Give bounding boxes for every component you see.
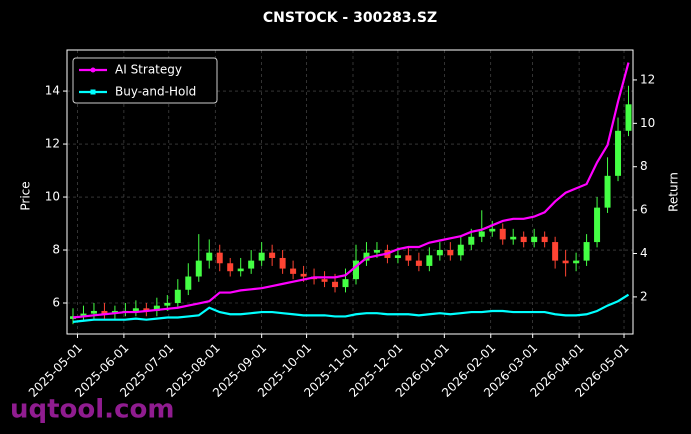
- candle-body: [615, 130, 622, 176]
- legend-box: [72, 57, 218, 104]
- candle-body: [436, 250, 443, 256]
- candle-body: [258, 252, 265, 261]
- candle-body: [237, 268, 244, 272]
- candle-body: [153, 305, 160, 311]
- candle-body: [562, 260, 569, 264]
- candle-body: [594, 207, 601, 243]
- candle-body: [583, 242, 590, 261]
- candle-body: [625, 104, 632, 131]
- candle-body: [164, 303, 171, 306]
- legend-label: Buy-and-Hold: [115, 85, 196, 99]
- y2-tick-label: 4: [640, 246, 648, 260]
- candle-body: [248, 260, 255, 269]
- candle-body: [300, 273, 307, 277]
- candle-body: [426, 255, 433, 266]
- candle-body: [279, 257, 286, 269]
- candle-body: [447, 250, 454, 256]
- candle-body: [573, 260, 580, 264]
- y-tick-label: 10: [45, 190, 60, 204]
- y2-tick-label: 10: [640, 116, 655, 130]
- candle-body: [499, 228, 506, 240]
- y-tick-label: 14: [45, 84, 60, 98]
- legend-label: AI Strategy: [115, 63, 182, 77]
- candle-body: [489, 228, 496, 232]
- candle-body: [373, 250, 380, 253]
- candle-body: [216, 252, 223, 264]
- candle-body: [604, 175, 611, 208]
- y-tick-label: 12: [45, 137, 60, 151]
- candle-body: [468, 236, 475, 245]
- candle-body: [101, 310, 108, 314]
- candle-body: [185, 276, 192, 290]
- candle-body: [457, 244, 464, 256]
- candle-body: [332, 281, 339, 288]
- candle-body: [342, 279, 349, 288]
- candle-body: [143, 308, 150, 311]
- candle-body: [290, 268, 297, 274]
- series-line: [72, 293, 630, 323]
- y-tick-label: 6: [52, 296, 60, 310]
- candle-body: [321, 279, 328, 282]
- candle-body: [206, 252, 213, 261]
- candle-body: [132, 308, 139, 311]
- chart-title: CNSTOCK - 300283.SZ: [263, 10, 437, 26]
- candle-body: [69, 316, 76, 319]
- candle-body: [80, 313, 87, 317]
- candle-body: [195, 260, 202, 277]
- candle-body: [520, 236, 527, 243]
- y2-tick-label: 6: [640, 203, 648, 217]
- watermark: uqtool.com: [10, 395, 174, 425]
- candle-body: [531, 236, 538, 243]
- legend-marker: [90, 89, 96, 95]
- candle-body: [510, 236, 517, 240]
- candle-body: [415, 260, 422, 266]
- series-line: [72, 62, 630, 319]
- legend: AI Strategy Buy-and-Hold: [72, 57, 218, 104]
- legend-marker: [90, 67, 96, 73]
- y-axis-label: Price: [19, 181, 33, 210]
- y-tick-label: 8: [52, 243, 60, 257]
- candle-body: [363, 252, 370, 261]
- candle-body: [394, 255, 401, 258]
- candle-body: [541, 236, 548, 243]
- y2-axis-label: Return: [667, 172, 681, 212]
- candle-body: [405, 255, 412, 261]
- candle-body: [269, 252, 276, 258]
- plot-frame: [66, 49, 634, 335]
- y2-tick-label: 8: [640, 159, 648, 173]
- candle-body: [227, 263, 234, 272]
- candle-body: [478, 231, 485, 237]
- y2-tick-label: 2: [640, 289, 648, 303]
- candle-body: [174, 289, 181, 304]
- candle-body: [90, 310, 97, 314]
- y2-tick-label: 12: [640, 72, 655, 86]
- candle-body: [552, 242, 559, 261]
- candle-body: [352, 260, 359, 280]
